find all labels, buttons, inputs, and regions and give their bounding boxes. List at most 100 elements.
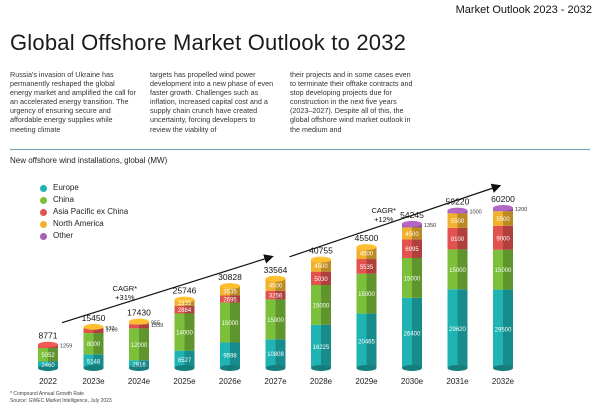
bar-base-2028e xyxy=(311,365,331,371)
bar-segment-2024e-0 xyxy=(129,360,139,368)
bar-segment-shade-2023e-1 xyxy=(93,333,104,355)
bar-base-2029e xyxy=(356,365,377,371)
bar-segment-shade-2029e-0 xyxy=(366,313,377,368)
bar-base-2026e xyxy=(220,365,240,371)
data-label-2031e-4: 1000 xyxy=(470,210,482,216)
x-tick-label-2027e: 2027e xyxy=(264,377,287,386)
bar-base-2023e xyxy=(83,365,104,371)
data-label-2027e-1: 15000 xyxy=(267,318,284,324)
bar-segment-2025e-0 xyxy=(174,350,185,368)
data-label-2031e-3: 5500 xyxy=(451,219,465,225)
bar-segment-2027e-3 xyxy=(265,278,276,291)
bar-segment-shade-2028e-3 xyxy=(321,259,331,272)
cagr-label-1: CAGR* xyxy=(113,284,138,293)
legend-item-europe: Europe xyxy=(40,182,128,194)
bar-segment-shade-2029e-1 xyxy=(366,273,377,314)
data-label-2023e-3: 533 xyxy=(106,326,115,332)
bar-segment-shade-2030e-2 xyxy=(412,239,422,258)
total-label-2029e: 45500 xyxy=(355,233,379,243)
bar-base-2031e xyxy=(447,365,468,371)
data-label-2024e-0: 2916 xyxy=(132,363,146,369)
bar-base-2032e xyxy=(493,365,513,371)
data-label-2024e-1: 12000 xyxy=(131,343,148,349)
bar-segment-shade-2032e-1 xyxy=(503,249,513,290)
data-label-2025e-1: 14000 xyxy=(176,331,193,337)
bar-base-2025e xyxy=(174,365,195,371)
data-label-2026e-3: 3535 xyxy=(223,289,237,295)
legend-item-apac: Asia Pacific ex China xyxy=(40,206,128,218)
cagr-value-2: +12% xyxy=(374,215,394,224)
bar-segment-2029e-3 xyxy=(356,247,367,260)
bar-top-2024e xyxy=(129,318,149,325)
x-tick-label-2024e: 2024e xyxy=(128,377,151,386)
bar-base-2022 xyxy=(38,365,58,371)
data-label-2022-2: 1259 xyxy=(60,344,72,350)
page-title: Global Offshore Market Outlook to 2032 xyxy=(10,30,407,55)
chart-legend: Europe China Asia Pacific ex China North… xyxy=(40,182,128,242)
total-label-2031e: 59220 xyxy=(446,197,470,207)
bar-top-2029e xyxy=(356,244,377,251)
data-label-2023e-2: 1769 xyxy=(106,327,118,333)
bar-segment-2023e-2 xyxy=(83,328,94,334)
report-header-title: Market Outlook 2023 - 2032 xyxy=(455,4,592,16)
footnote-source: Source: GWEC Market Intelligence, July 2… xyxy=(10,397,112,404)
data-label-2023e-0: 5148 xyxy=(87,360,101,366)
data-label-2027e-2: 3256 xyxy=(269,294,283,300)
bar-segment-shade-2029e-3 xyxy=(366,247,377,260)
bar-segment-2025e-1 xyxy=(174,313,185,351)
bar-segment-shade-2030e-0 xyxy=(412,297,422,368)
bar-segment-2023e-1 xyxy=(83,333,94,355)
data-label-2026e-0: 9598 xyxy=(223,354,237,360)
data-label-2030e-4: 1350 xyxy=(424,223,436,229)
bar-segment-2029e-1 xyxy=(356,273,367,314)
bar-segment-2028e-0 xyxy=(311,324,321,368)
total-label-2024e: 17430 xyxy=(127,308,151,318)
bar-segment-2026e-2 xyxy=(220,295,230,303)
bar-segment-shade-2026e-1 xyxy=(230,302,240,343)
bar-segment-2030e-2 xyxy=(402,239,412,258)
bar-segment-shade-2027e-2 xyxy=(275,290,286,300)
bar-segment-2032e-0 xyxy=(493,289,503,368)
bar-segment-2031e-2 xyxy=(447,227,458,250)
bar-segment-2032e-3 xyxy=(493,211,503,226)
data-label-2032e-2: 9000 xyxy=(496,236,510,242)
bar-segment-2023e-0 xyxy=(83,354,94,368)
data-label-2030e-2: 6995 xyxy=(405,247,419,253)
bar-segment-2031e-0 xyxy=(447,289,458,368)
legend-swatch-europe xyxy=(40,184,47,192)
bar-segment-shade-2031e-3 xyxy=(457,213,468,228)
legend-label: Asia Pacific ex China xyxy=(53,207,129,216)
data-label-2025e-0: 6527 xyxy=(178,358,192,364)
legend-swatch-other xyxy=(40,232,47,240)
bar-segment-shade-2031e-2 xyxy=(457,227,468,250)
bar-top-2032e xyxy=(493,205,513,211)
legend-item-north-america: North America xyxy=(40,218,128,230)
data-label-2029e-1: 15000 xyxy=(358,292,375,298)
total-label-2027e: 33564 xyxy=(264,265,288,275)
x-tick-label-2023e: 2023e xyxy=(82,377,105,386)
bar-segment-shade-2029e-2 xyxy=(366,259,377,274)
bar-segment-2025e-2 xyxy=(174,305,185,314)
data-label-2023e-1: 8000 xyxy=(87,342,101,348)
data-label-2029e-0: 20465 xyxy=(358,339,375,345)
data-label-2026e-2: 2695 xyxy=(223,298,237,304)
total-label-2022: 8771 xyxy=(39,331,58,341)
total-label-2023e: 15450 xyxy=(82,313,106,323)
bar-segment-2031e-3 xyxy=(447,213,458,228)
total-label-2026e: 30828 xyxy=(218,272,242,282)
data-label-2029e-3: 4500 xyxy=(360,252,374,258)
bar-segment-2024e-2 xyxy=(129,324,139,329)
bar-base-2027e xyxy=(265,365,286,371)
legend-label: China xyxy=(53,195,74,204)
data-label-2026e-1: 15000 xyxy=(222,321,239,327)
total-label-2028e: 40755 xyxy=(309,246,333,256)
data-label-2028e-3: 4500 xyxy=(314,264,328,270)
bar-segment-shade-2025e-2 xyxy=(184,305,195,314)
x-tick-label-2029e: 2029e xyxy=(355,377,378,386)
bar-segment-2026e-3 xyxy=(220,286,230,296)
bar-segment-shade-2030e-3 xyxy=(412,227,422,240)
x-tick-label-2031e: 2031e xyxy=(446,377,469,386)
bar-segment-2030e-3 xyxy=(402,227,412,240)
legend-swatch-china xyxy=(40,196,47,204)
